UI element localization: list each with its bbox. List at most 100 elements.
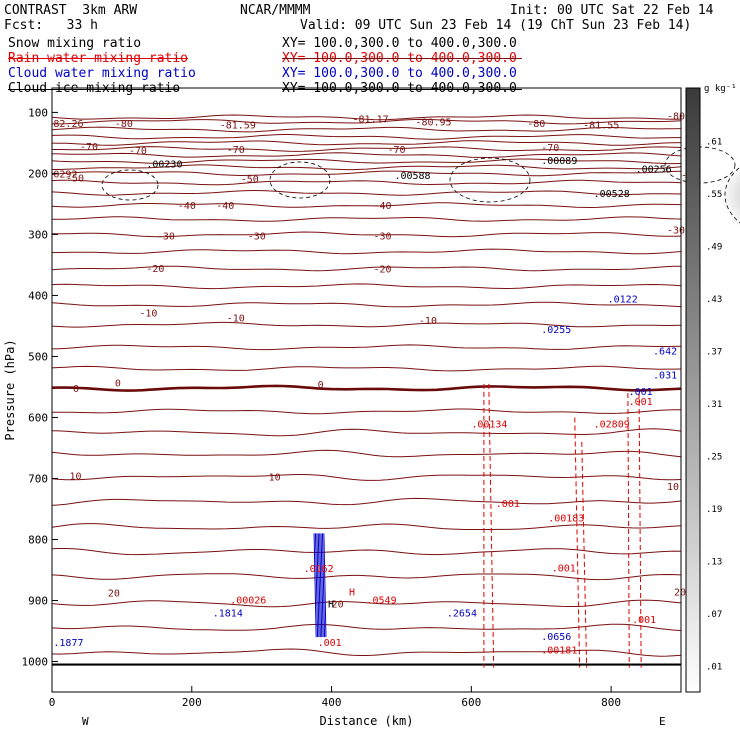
strike-line [8,89,178,90]
colorbar-label: .31 [706,400,722,410]
temperature-contour-line [51,548,682,556]
cloud-water-contour [317,533,321,638]
temperature-label: 10 [269,473,281,484]
temperature-contour-line [51,573,682,581]
y-tick-label: 500 [28,350,48,363]
colorbar-label: .43 [706,295,722,305]
temperature-label: -80 [527,119,545,130]
temperature-contour-line [51,248,682,255]
max-value-label: .642 [653,346,677,357]
temperature-contour-line [51,134,681,140]
colorbar-unit: g kg⁻¹ [704,84,737,94]
y-tick-label: 300 [28,228,48,241]
east-label: E [659,715,666,728]
strike-line [282,58,522,59]
y-tick-label: 1000 [22,655,49,668]
west-label: W [82,715,89,728]
temperature-label: -81.59 [220,121,256,132]
cloud-ice-contour [269,161,331,199]
y-tick-label: 200 [28,167,48,180]
header-fcst: Fcst: 33 h [4,18,98,33]
max-value-label: .00183 [548,514,584,525]
temperature-contour-line [52,216,682,222]
temperature-label: -70 [227,145,245,156]
cloud-ice-contour [101,169,159,201]
y-tick-label: 700 [28,472,48,485]
strike-line [282,89,522,90]
y-tick-label: 100 [28,106,48,119]
max-value-label: .031 [653,371,677,382]
field-xy: XY= 100.0,300.0 to 400.0,300.0 [282,36,517,51]
temperature-contour-line [51,189,682,196]
temperature-label: 10 [667,482,679,493]
temperature-contour-line [51,126,682,133]
cloud-water-contour [314,533,319,638]
temperature-label: 0 [115,379,121,390]
temperature-label: -30 [373,232,391,243]
temperature-label: 82.26 [53,119,83,130]
snow-shading [720,163,740,227]
temperature-contour-line [51,118,682,125]
temperature-contour-line [51,474,682,481]
max-value-label: .2654 [447,609,477,620]
colorbar: .01 .07 .13 .19 .25 .31 .37 .43 .49 .55 .61 g kg⁻¹ [685,84,737,693]
temperature-label: -10 [139,309,157,320]
colorbar-label: .01 [706,663,722,673]
x-tick-label: 400 [322,696,342,709]
x-axis-label: Distance (km) [320,714,414,728]
contour-labels: 82.26 -80 -81.59 -81.17 -80.95 -80 -81.55 -80 -7… [53,111,699,656]
temperature-label: -80 [667,111,685,122]
colorbar-label: .07 [706,610,722,620]
max-value-label: .001 [318,638,342,649]
rain-water-contour [627,393,630,668]
temperature-contour-line [51,365,682,372]
max-value-label: .001 [629,397,653,408]
rain-water-contour [574,417,581,668]
x-tick-label: 600 [461,696,481,709]
temperature-label: -70 [129,146,147,157]
cloud-water-contour [319,533,323,638]
temperature-label: -40 [216,201,234,212]
temperature-label: -40 [373,201,391,212]
header-valid: Valid: 09 UTC Sun 23 Feb 14 (19 ChT Sun … [300,18,692,33]
max-value-label: .001 [629,387,653,398]
max-value-label: .1877 [53,638,83,649]
max-value-label: .00588 [394,171,430,182]
temperature-contour-line [51,152,682,159]
max-value-label: .00230 [146,160,182,171]
cloud-water-contour [321,533,326,638]
temperature-label: -40 [178,201,196,212]
temperature-label: 0 [318,380,324,391]
temperature-contour-line [51,449,682,458]
x-tick-label: 200 [182,696,202,709]
temperature-contour-line [51,428,682,437]
plot-frame [51,87,682,693]
max-value-label: .0122 [608,294,638,305]
temperature-label: -20 [373,265,391,276]
cloud-water-contour [320,533,324,638]
temperature-label: -10 [419,316,437,327]
header-org: NCAR/MMMM [240,3,311,18]
temperature-contour-line [51,648,682,657]
field-name: Snow mixing ratio [8,36,142,51]
temperature-label: 20 [674,587,686,598]
field-name: Cloud water mixing ratio [8,66,196,81]
cloud-water-contours [313,533,327,638]
dashed-contours [101,146,740,668]
x-tick-label: 0 [49,696,56,709]
field-xy: XY= 100.0,300.0 to 400.0,300.0 [282,66,517,81]
cloud-water-contour [323,533,327,638]
temperature-contour-line [51,344,682,351]
max-value-label: .00256 [636,165,672,176]
rain-water-contour [638,393,642,668]
temperature-label: -30 [157,232,175,243]
temperature-contour-line [51,599,682,608]
temperature-contour-line [51,179,682,186]
temperature-contour-line [51,623,682,631]
temperature-contour-line [52,164,682,171]
temperature-contours [51,114,682,666]
cloud-ice-contour [449,157,531,203]
temperature-label: -20 [146,264,164,275]
max-value-label: .02809 [594,420,630,431]
